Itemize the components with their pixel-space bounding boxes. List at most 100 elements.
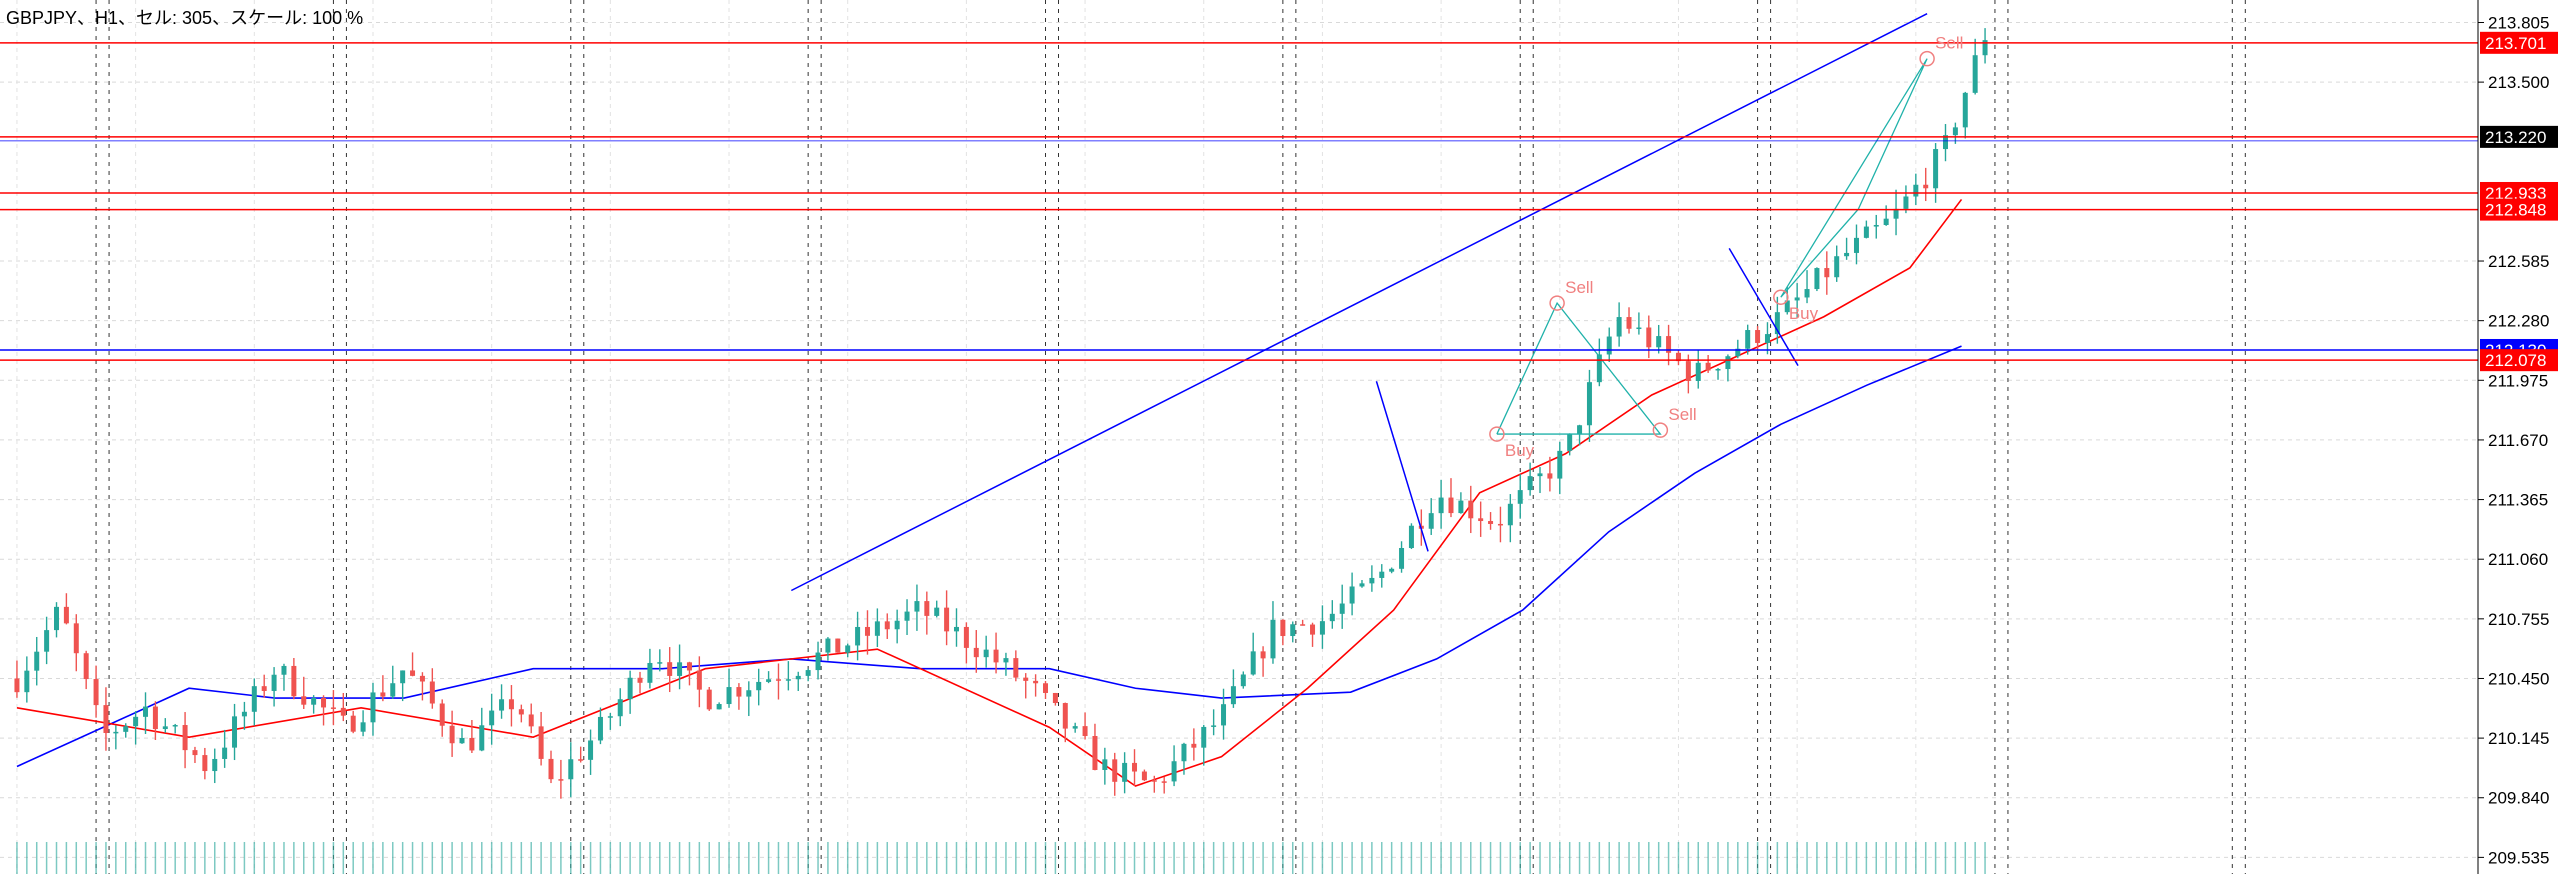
candle-body: [44, 630, 50, 652]
candle-body: [864, 626, 870, 636]
candle-body: [1666, 336, 1672, 353]
candle-body: [1774, 312, 1780, 335]
candle-body: [1290, 624, 1296, 637]
candle-body: [1675, 352, 1681, 362]
candle-body: [449, 725, 455, 744]
candle-body: [113, 731, 119, 734]
candle-body: [617, 699, 623, 717]
moving-averages: [16, 198, 1963, 787]
candle-body: [1586, 382, 1592, 426]
trend-lines[interactable]: [790, 13, 1928, 592]
candle-body: [1863, 226, 1869, 238]
price-label: 212.933: [2485, 184, 2546, 203]
candle-body: [944, 607, 950, 632]
channel-trendline: [790, 13, 1928, 592]
candle-body: [93, 679, 99, 706]
candle-body: [894, 620, 900, 630]
candle-body: [330, 707, 336, 709]
candle-body: [657, 662, 663, 664]
candle-body: [686, 662, 692, 671]
candle-body: [321, 697, 327, 708]
candle-body: [1616, 317, 1622, 337]
candle-body: [558, 779, 564, 781]
candle-body: [1062, 703, 1068, 729]
candle-body: [1428, 513, 1434, 529]
candle-body: [1923, 184, 1929, 189]
candle-body: [1359, 583, 1365, 587]
candle-body: [1933, 149, 1939, 189]
candle-body: [1369, 577, 1375, 584]
candle-body: [1507, 503, 1513, 526]
signal-label: Buy: [1789, 304, 1819, 323]
harmonic-pattern: [1780, 58, 1928, 298]
candle-body: [1092, 736, 1098, 770]
axis-tick-label: 211.670: [2488, 431, 2548, 450]
candle-body: [1764, 334, 1770, 343]
candle-body: [1755, 330, 1761, 343]
candle-body: [1191, 743, 1197, 748]
price-label-bg: [2480, 349, 2558, 372]
candle-body: [429, 681, 435, 704]
candle-body: [1814, 268, 1820, 290]
price-label: 212.848: [2485, 201, 2546, 220]
candle-body: [1013, 658, 1019, 678]
candle-body: [1527, 476, 1533, 491]
trend-segment: [1375, 381, 1429, 552]
candle-body: [251, 686, 257, 712]
signal-marker: [1773, 289, 1789, 305]
candle-body: [222, 747, 228, 759]
candle-body: [518, 709, 524, 715]
candle-body: [14, 678, 20, 693]
horizontal-levels[interactable]: [0, 42, 2478, 361]
candle-body: [281, 665, 287, 675]
candle-body: [1745, 330, 1751, 349]
candle-body: [73, 623, 79, 654]
candle-body: [380, 692, 386, 697]
candle-body: [311, 697, 317, 705]
candle-body: [637, 677, 643, 683]
price-axis[interactable]: 213.805 213.500 212.585 212.280 211.975 211.6…: [2478, 13, 2549, 867]
candle-body: [1962, 92, 1968, 128]
candle-body: [1626, 317, 1632, 329]
candle-body: [1349, 586, 1355, 604]
price-label: 213.701: [2485, 34, 2546, 53]
candle-body: [1230, 686, 1236, 705]
candle-body: [1151, 780, 1157, 782]
candle-body: [1033, 680, 1039, 684]
signal-marker: [1652, 422, 1669, 438]
candle-body: [884, 621, 890, 630]
candle-body: [1824, 268, 1830, 278]
trade-signals: Sell Buy Sell Buy Sell: [1489, 34, 1963, 460]
candle-body: [983, 649, 989, 658]
candle-body: [212, 758, 218, 772]
candle-body: [1557, 450, 1563, 479]
candle-body: [805, 670, 811, 676]
candle-body: [508, 699, 514, 710]
axis-tick-label: 211.060: [2488, 550, 2548, 569]
candle-body: [795, 675, 801, 680]
candle-body: [588, 740, 594, 760]
candle-body: [1636, 327, 1642, 330]
candle-body: [1043, 683, 1049, 693]
candle-body: [291, 665, 297, 697]
candle-body: [1260, 651, 1266, 659]
candle-body: [855, 626, 861, 646]
candle-body: [1389, 568, 1395, 572]
candle-body: [419, 675, 425, 682]
axis-tick-label: 210.450: [2488, 669, 2549, 688]
candle-body: [232, 716, 238, 748]
candle-body: [350, 715, 356, 732]
candle-body: [390, 683, 396, 697]
candle-body: [1211, 725, 1217, 727]
candle-body: [1201, 726, 1207, 748]
candle-body: [716, 704, 722, 710]
candle-body: [775, 679, 781, 681]
candle-body: [1379, 571, 1385, 578]
candle-body: [1537, 473, 1543, 477]
price-label-bg: [2480, 181, 2558, 204]
candle-body: [370, 692, 376, 723]
axis-tick-label: 210.145: [2488, 729, 2549, 748]
candle-body: [489, 710, 495, 726]
candle-body: [538, 726, 544, 759]
